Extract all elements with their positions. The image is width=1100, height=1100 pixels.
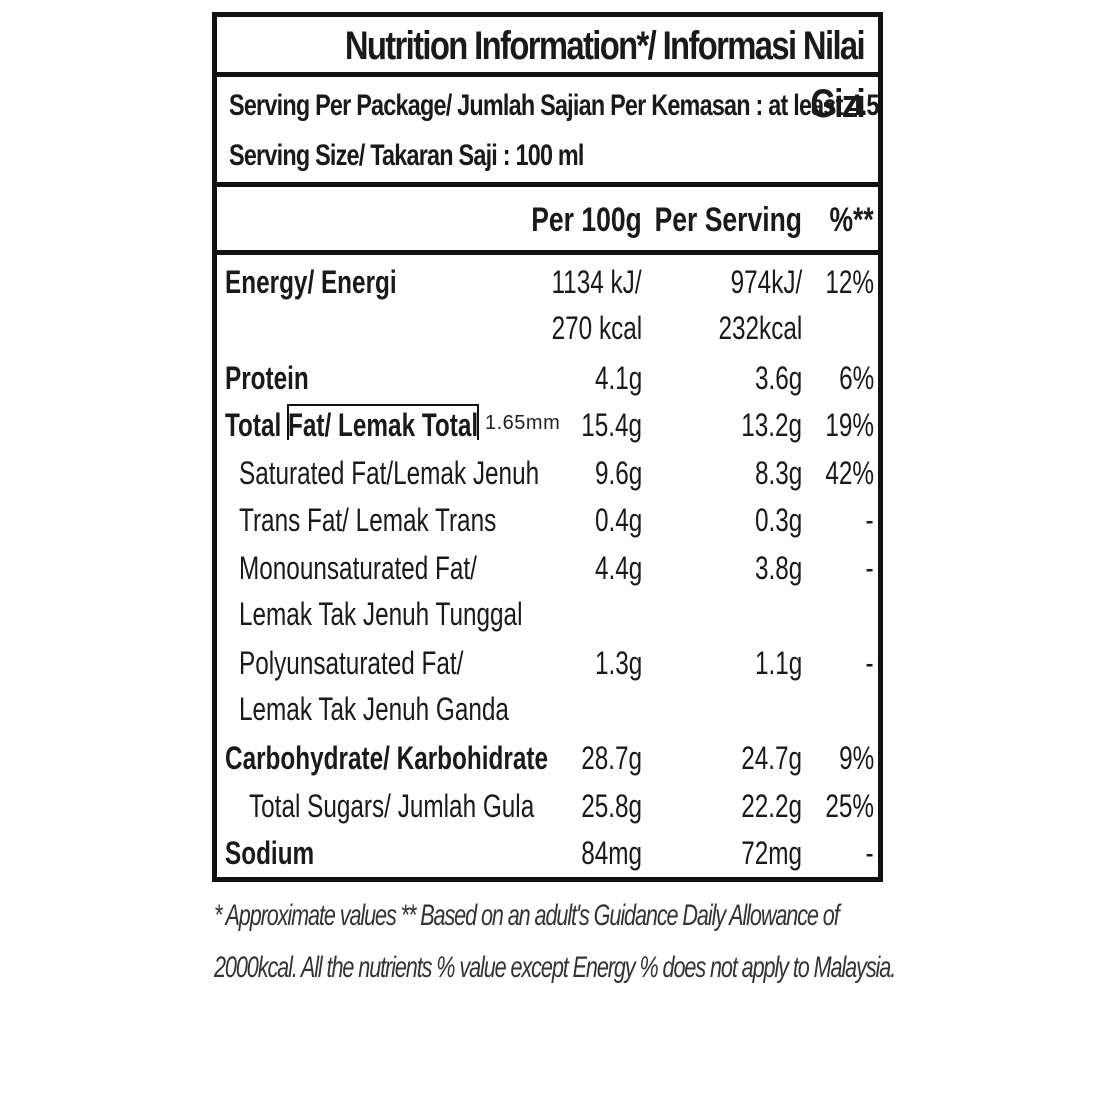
value-per-100g: 1134 kJ/ xyxy=(551,264,642,300)
value-per-100g: 0.4g xyxy=(594,502,642,538)
value-per-serving: 974kJ/ xyxy=(730,264,802,300)
nutrient-name: Energy/ Energi xyxy=(225,264,397,300)
col-per-serving: Per Serving xyxy=(654,201,802,239)
nutrient-name: Saturated Fat/Lemak Jenuh xyxy=(239,455,540,491)
value-per-serving: 3.6g xyxy=(754,360,802,396)
nutrient-name-line2: Lemak Tak Jenuh Tunggal xyxy=(239,596,523,632)
serving-per-package: Serving Per Package/ Jumlah Sajian Per K… xyxy=(229,89,879,122)
value-per-serving: 24.7g xyxy=(741,740,802,776)
value-per-100g: 4.4g xyxy=(594,550,642,586)
value-per-serving: 1.1g xyxy=(754,645,802,681)
value-percent: 12% xyxy=(825,264,874,300)
value-percent: 6% xyxy=(838,360,874,396)
value-per-serving-kcal: 232kcal xyxy=(718,310,802,346)
nutrient-name: Total Sugars/ Jumlah Gula xyxy=(249,788,535,824)
col-per-100g: Per 100g xyxy=(531,201,642,239)
serving-size: Serving Size/ Takaran Saji : 100 ml xyxy=(229,139,584,172)
nutrient-name: Trans Fat/ Lemak Trans xyxy=(239,502,497,538)
nutrition-label: Nutrition Information*/ Informasi Nilai … xyxy=(212,12,883,882)
measurement-annotation: 1.65mm xyxy=(485,412,561,434)
value-percent: 9% xyxy=(838,740,874,776)
nutrient-name: Sodium xyxy=(225,835,315,871)
nutrient-name-line2: Lemak Tak Jenuh Ganda xyxy=(239,691,509,727)
value-per-100g: 4.1g xyxy=(594,360,642,396)
value-per-serving: 72mg xyxy=(741,835,802,871)
value-per-100g: 25.8g xyxy=(581,788,642,824)
footnote: * Approximate values ** Based on an adul… xyxy=(214,890,914,994)
footnote-line-2: 2000kcal. All the nutrients % value exce… xyxy=(214,951,896,984)
value-per-serving: 8.3g xyxy=(754,455,802,491)
serving-info: Serving Per Package/ Jumlah Sajian Per K… xyxy=(217,77,879,187)
value-per-serving: 0.3g xyxy=(754,502,802,538)
nutrient-name: Protein xyxy=(225,360,309,396)
nutrient-name: Polyunsaturated Fat/ xyxy=(239,645,464,681)
measurement-bracket xyxy=(287,404,479,440)
value-percent: 19% xyxy=(825,407,874,443)
value-percent: - xyxy=(865,645,874,681)
footnote-line-1: * Approximate values ** Based on an adul… xyxy=(214,899,840,932)
nutrient-name: Monounsaturated Fat/ xyxy=(239,550,477,586)
value-per-serving: 3.8g xyxy=(754,550,802,586)
value-per-serving: 13.2g xyxy=(741,407,802,443)
value-percent: 42% xyxy=(825,455,874,491)
value-percent: - xyxy=(865,502,874,538)
nutrient-name: Total Fat/ Lemak Total xyxy=(225,407,479,443)
value-per-100g: 28.7g xyxy=(581,740,642,776)
column-headers: Per 100g Per Serving %** xyxy=(217,187,878,255)
value-per-100g: 9.6g xyxy=(594,455,642,491)
label-title: Nutrition Information*/ Informasi Nilai … xyxy=(217,17,878,126)
value-per-100g: 1.3g xyxy=(594,645,642,681)
value-percent: - xyxy=(865,835,874,871)
value-per-100g: 84mg xyxy=(581,835,642,871)
value-per-100g-kcal: 270 kcal xyxy=(551,310,642,346)
nutrient-name: Carbohydrate/ Karbohidrate xyxy=(225,740,548,776)
value-percent: - xyxy=(865,550,874,586)
value-per-100g: 15.4g xyxy=(581,407,642,443)
col-percent: %** xyxy=(829,201,874,239)
value-per-serving: 22.2g xyxy=(741,788,802,824)
value-percent: 25% xyxy=(825,788,874,824)
